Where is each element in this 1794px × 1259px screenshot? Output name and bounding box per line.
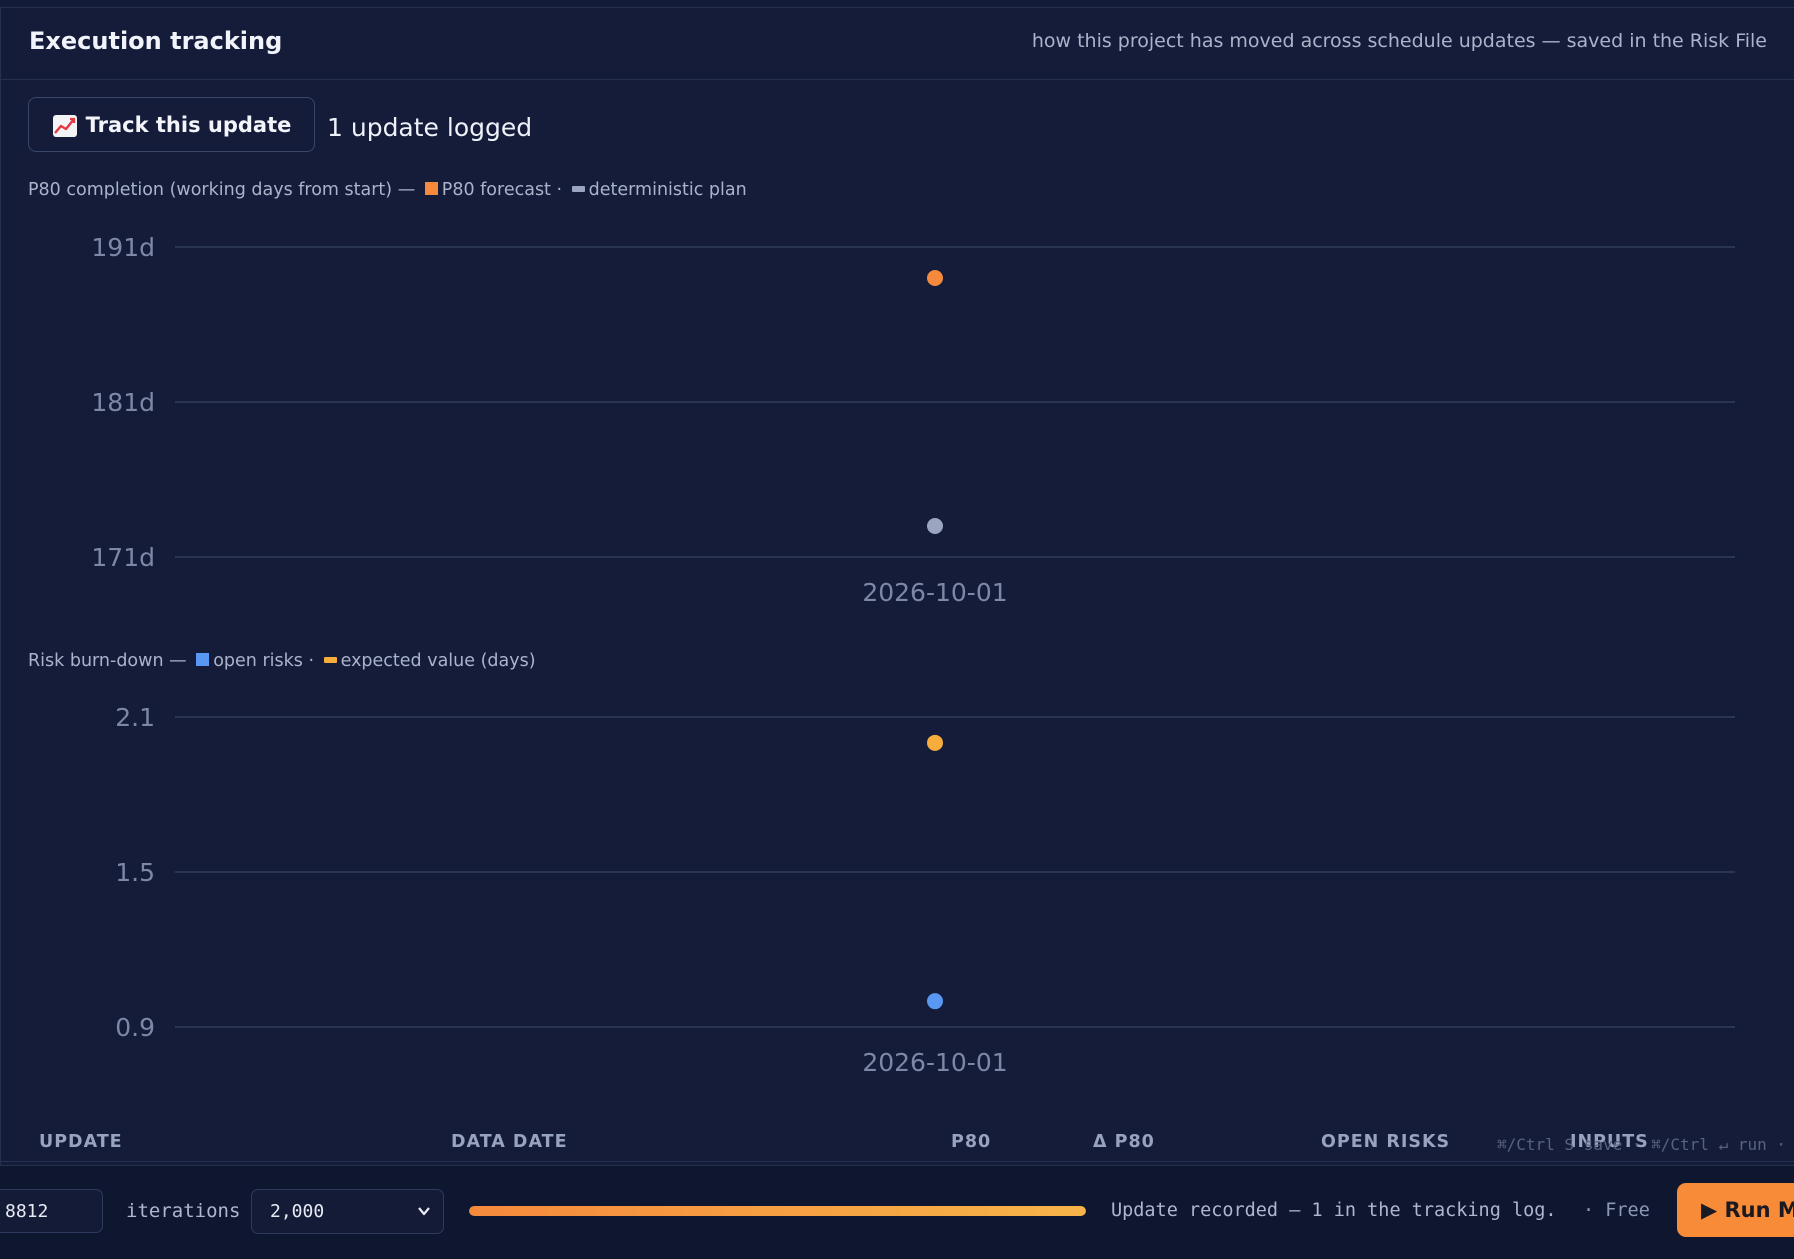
track-update-label: Track this update bbox=[85, 112, 292, 137]
iterations-select[interactable]: 2,000 bbox=[251, 1189, 444, 1234]
run-progress-fill bbox=[469, 1206, 1086, 1216]
col-p80-header[interactable]: P80 bbox=[951, 1132, 992, 1152]
panel-subtitle: how this project has moved across schedu… bbox=[1031, 30, 1767, 52]
expected-value-swatch bbox=[323, 656, 337, 663]
risk-legend-series-1: open risks bbox=[213, 651, 303, 671]
risk-y-tick-label: 2.1 bbox=[115, 703, 155, 732]
risk-x-tick-label: 2026-10-01 bbox=[862, 1048, 1007, 1077]
chart-increasing-icon bbox=[52, 114, 78, 137]
risk-point-open-risks[interactable] bbox=[927, 993, 943, 1010]
seed-input[interactable] bbox=[0, 1189, 103, 1233]
run-progress-bar bbox=[469, 1206, 1086, 1216]
col-open-risks-header[interactable]: OPEN RISKS bbox=[1321, 1132, 1451, 1152]
col-data-date-header[interactable]: DATA DATE bbox=[451, 1132, 568, 1152]
keyboard-shortcut-hint: ⌘/Ctrl S save · ⌘/Ctrl ↵ run · bbox=[1497, 1135, 1786, 1154]
col-inputs-header[interactable]: INPUTS bbox=[1570, 1132, 1649, 1152]
p80-legend-series-2: deterministic plan bbox=[588, 180, 747, 200]
legend-separator: · bbox=[556, 180, 563, 200]
col-update-header[interactable]: UPDATE bbox=[39, 1132, 123, 1152]
panel-header: Execution tracking how this project has … bbox=[1, 8, 1794, 80]
p80-point-p80-forecast[interactable] bbox=[927, 270, 943, 286]
risk-chart-legend: Risk burn-down — open risks · expected v… bbox=[28, 651, 536, 671]
track-update-button[interactable]: Track this update bbox=[28, 97, 315, 152]
run-monte-carlo-button[interactable]: ▶ Run Monte Carlo bbox=[1677, 1183, 1794, 1237]
updates-table-header: UPDATE DATA DATE P80 Δ P80 OPEN RISKS IN… bbox=[0, 1120, 1794, 1162]
p80-chart-legend: P80 completion (working days from start)… bbox=[28, 180, 747, 200]
risk-y-tick-label: 1.5 bbox=[115, 858, 155, 887]
execution-tracking-panel: Execution tracking how this project has … bbox=[0, 7, 1794, 1165]
p80-legend-prefix: P80 completion (working days from start)… bbox=[28, 180, 416, 200]
p80-forecast-swatch bbox=[424, 182, 438, 195]
risk-y-tick-label: 0.9 bbox=[115, 1013, 155, 1042]
risk-legend-prefix: Risk burn-down — bbox=[28, 651, 187, 671]
plan-tier-text: · Free bbox=[1583, 1200, 1650, 1221]
iterations-label: iterations bbox=[126, 1200, 241, 1222]
p80-legend-series-1: P80 forecast bbox=[441, 180, 551, 200]
chevron-down-icon bbox=[418, 1207, 430, 1216]
p80-y-tick-label: 181d bbox=[91, 388, 155, 417]
panel-title: Execution tracking bbox=[29, 27, 283, 55]
run-controls-bar: iterations 2,000 Update recorded — 1 in … bbox=[0, 1165, 1794, 1259]
p80-x-tick-label: 2026-10-01 bbox=[862, 578, 1007, 607]
risk-point-expected-value-days-[interactable] bbox=[927, 734, 943, 751]
col-delta-p80-header[interactable]: Δ P80 bbox=[1093, 1132, 1155, 1152]
open-risks-swatch bbox=[196, 653, 210, 666]
iterations-value: 2,000 bbox=[270, 1201, 325, 1222]
risk-burndown-chart: 0.9 1.5 2.1 2026-10-01 bbox=[115, 703, 1735, 1077]
p80-completion-chart: 171d 181d 191d 2026-10-01 bbox=[91, 233, 1735, 607]
p80-y-tick-label: 171d bbox=[91, 543, 155, 572]
deterministic-plan-swatch bbox=[571, 185, 585, 192]
updates-count: 1 update logged bbox=[327, 113, 533, 142]
legend-separator: · bbox=[308, 651, 315, 671]
p80-y-tick-label: 191d bbox=[91, 233, 155, 262]
risk-legend-series-2: expected value (days) bbox=[340, 651, 536, 671]
run-status-text: Update recorded — 1 in the tracking log. bbox=[1111, 1200, 1557, 1221]
p80-point-deterministic-plan[interactable] bbox=[927, 518, 943, 534]
